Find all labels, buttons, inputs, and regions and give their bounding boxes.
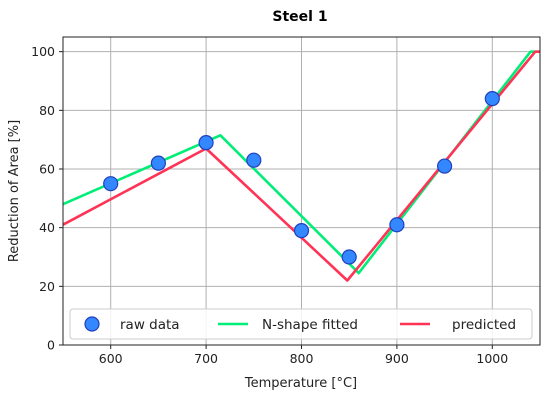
series-lines bbox=[62, 50, 540, 282]
data-point bbox=[198, 135, 214, 151]
y-tick-label: 100 bbox=[31, 44, 55, 59]
legend-item: N-shape fitted bbox=[218, 317, 358, 333]
legend-label: predicted bbox=[452, 317, 516, 333]
legend-box bbox=[69, 308, 533, 340]
data-point bbox=[103, 176, 119, 192]
y-axis: 0 20 40 60 80 100 bbox=[31, 44, 63, 353]
series-points bbox=[103, 90, 500, 265]
legend-marker bbox=[84, 316, 100, 332]
data-point bbox=[484, 90, 500, 107]
legend-label: raw data bbox=[120, 317, 180, 333]
series-line-predicted bbox=[62, 50, 540, 282]
data-point bbox=[150, 155, 166, 171]
legend-label: N-shape fitted bbox=[262, 317, 358, 333]
y-tick-label: 0 bbox=[47, 338, 55, 353]
x-tick-label: 1000 bbox=[476, 351, 508, 366]
legend: raw data N-shape fitted predicted bbox=[69, 308, 533, 340]
data-point bbox=[389, 217, 405, 233]
data-point bbox=[293, 223, 310, 239]
x-axis-label: Temperature [°C] bbox=[244, 376, 357, 391]
legend-item: raw data bbox=[84, 316, 180, 333]
legend-item: predicted bbox=[400, 317, 516, 333]
x-tick-label: 600 bbox=[99, 351, 123, 366]
y-tick-label: 20 bbox=[39, 279, 55, 294]
x-tick-label: 800 bbox=[290, 351, 314, 366]
x-tick-label: 900 bbox=[385, 351, 409, 366]
grid bbox=[63, 37, 540, 346]
x-tick-label: 700 bbox=[194, 351, 218, 366]
x-axis: 600 700 800 900 1000 bbox=[99, 345, 508, 366]
chart-title: Steel 1 bbox=[272, 9, 327, 25]
data-point bbox=[246, 152, 262, 168]
y-tick-label: 40 bbox=[39, 220, 55, 235]
y-tick-label: 60 bbox=[39, 162, 55, 177]
data-point bbox=[437, 158, 453, 174]
y-tick-label: 80 bbox=[39, 103, 55, 118]
data-point bbox=[341, 249, 357, 265]
y-axis-label: Reduction of Area [%] bbox=[7, 120, 22, 262]
